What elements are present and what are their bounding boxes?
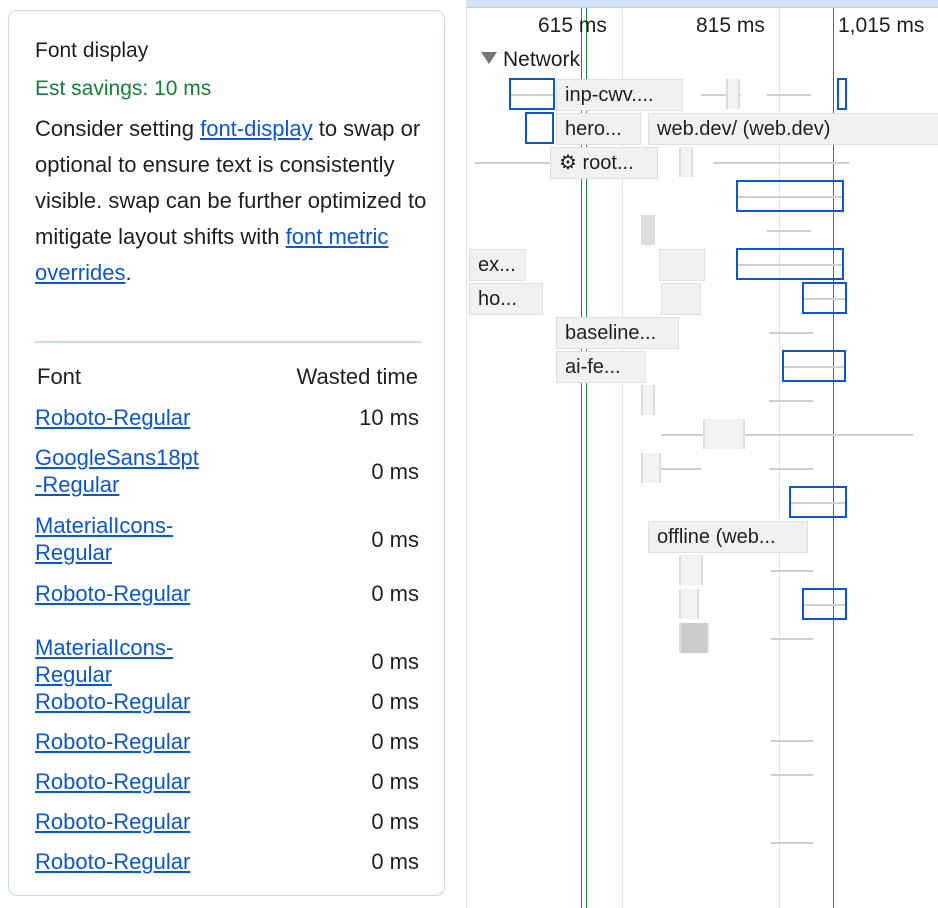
desc-text: Consider setting [35, 116, 201, 141]
column-header-wasted-time: Wasted time [296, 364, 418, 389]
network-request[interactable]: inp-cwv.... [556, 79, 683, 111]
font-link[interactable]: MaterialIcons- Regular [35, 635, 174, 687]
estimated-savings: Est savings: 10 ms [35, 77, 212, 100]
network-request[interactable] [659, 249, 705, 281]
wasted-time: 0 ms [371, 849, 419, 874]
network-request[interactable]: baseline... [556, 317, 679, 349]
desc-text: to swap or optional to ensure text is co… [35, 116, 427, 249]
collapse-triangle-icon[interactable] [481, 52, 497, 64]
network-request[interactable]: hero... [556, 113, 641, 145]
font-link[interactable]: Roboto-Regular [35, 809, 191, 834]
network-request[interactable]: ⚙ root... [550, 147, 658, 179]
network-request[interactable]: offline (web... [648, 521, 808, 553]
wasted-time: 0 ms [371, 581, 419, 606]
wasted-time: 0 ms [371, 769, 419, 794]
wasted-time: 0 ms [371, 649, 419, 674]
wasted-time: 0 ms [371, 459, 419, 484]
font-link[interactable]: Roboto-Regular [35, 729, 191, 754]
highlighted-request[interactable] [509, 78, 555, 110]
font-link[interactable]: GoogleSans18pt -Regular [35, 445, 199, 497]
track-label: Network [503, 48, 581, 71]
marker-line [581, 8, 582, 908]
divider [35, 341, 421, 343]
font-metric-overrides-link[interactable]: font metric overrides [35, 224, 389, 285]
marker-line [833, 8, 834, 908]
timeline-panel: 615 ms 815 ms 1,015 ms Network inp-cwv..… [466, 0, 938, 908]
marker-line [586, 8, 587, 908]
network-request[interactable]: ho... [469, 283, 543, 315]
highlighted-request[interactable] [837, 78, 847, 110]
highlighted-request[interactable] [736, 248, 844, 280]
network-request[interactable]: web.dev/ (web.dev) [648, 113, 938, 145]
insight-title: Font display [35, 39, 149, 62]
network-request[interactable] [661, 283, 701, 315]
time-tick: 815 ms [696, 14, 765, 37]
time-tick: 1,015 ms [838, 14, 925, 37]
font-link[interactable]: MaterialIcons- Regular [35, 513, 174, 565]
wasted-time: 0 ms [371, 809, 419, 834]
column-header-font: Font [37, 364, 82, 389]
font-display-insight-panel: Font display Est savings: 10 ms Consider… [8, 10, 445, 896]
desc-text: . [125, 260, 132, 285]
wasted-time: 0 ms [371, 527, 419, 552]
network-track-header[interactable]: Network [481, 48, 580, 72]
wasted-time: 0 ms [371, 729, 419, 754]
highlighted-request[interactable] [736, 180, 844, 212]
time-tick: 615 ms [538, 14, 607, 37]
wasted-time: 0 ms [371, 689, 419, 714]
insight-description: Consider setting font-display to swap or… [35, 111, 430, 291]
highlighted-request[interactable] [802, 282, 847, 314]
font-link[interactable]: Roboto-Regular [35, 769, 191, 794]
font-link[interactable]: Roboto-Regular [35, 581, 191, 606]
font-link[interactable]: Roboto-Regular [35, 849, 191, 874]
highlighted-request[interactable] [525, 112, 554, 144]
highlighted-request[interactable] [802, 588, 847, 620]
network-request[interactable]: ex... [469, 249, 526, 281]
font-link[interactable]: Roboto-Regular [35, 689, 191, 714]
highlighted-request[interactable] [789, 486, 847, 518]
font-display-link[interactable]: font-display [200, 116, 313, 141]
network-request[interactable]: ai-fe... [556, 351, 646, 383]
font-link[interactable]: Roboto-Regular [35, 405, 191, 430]
wasted-time: 10 ms [359, 405, 419, 430]
timeline-overview-strip[interactable] [467, 0, 938, 8]
highlighted-request[interactable] [782, 350, 846, 382]
